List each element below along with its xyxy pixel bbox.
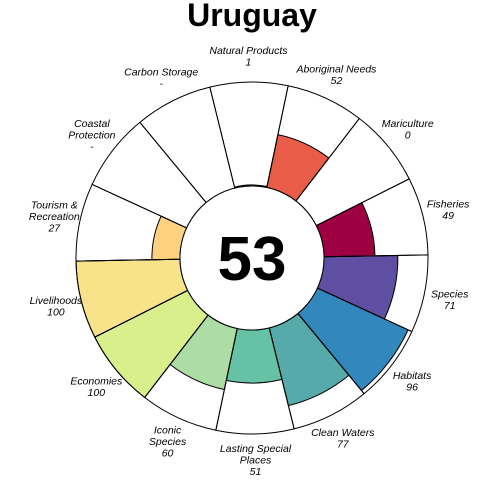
- goal-label-aboriginal-needs: Aboriginal Needs 52: [295, 63, 377, 87]
- goal-label-mariculture: Mariculture 0: [382, 118, 434, 141]
- goal-label-coastal-protection: Coastal Protection -: [68, 118, 115, 153]
- goal-label-tourism-recreation: Tourism & Recreation 27: [29, 199, 80, 234]
- label-group: Natural Products 1 Aboriginal Needs 52 Maric…: [29, 45, 470, 478]
- goal-label-clean-waters: Clean Waters 77: [311, 427, 375, 451]
- goal-label-carbon-storage: Carbon Storage -: [124, 66, 198, 90]
- goal-label-natural-products: Natural Products 1: [209, 45, 288, 68]
- petal-outline-carbon-storage: [139, 86, 236, 204]
- goal-label-habitats: Habitats 96: [393, 370, 432, 394]
- chart-title: Uruguay: [187, 0, 317, 33]
- goal-label-economies: Economies 100: [70, 375, 123, 399]
- goal-label-species: Species 71: [431, 288, 469, 312]
- goal-label-livelihoods: Livelihoods 100: [30, 295, 83, 319]
- goal-label-lasting-special-places: Lasting Special Places 51: [220, 443, 292, 478]
- center-score: 53: [218, 225, 287, 294]
- goal-label-fisheries: Fisheries 49: [427, 198, 470, 222]
- center-circle: [179, 185, 325, 331]
- goal-label-iconic-species: Iconic Species 60: [149, 424, 187, 459]
